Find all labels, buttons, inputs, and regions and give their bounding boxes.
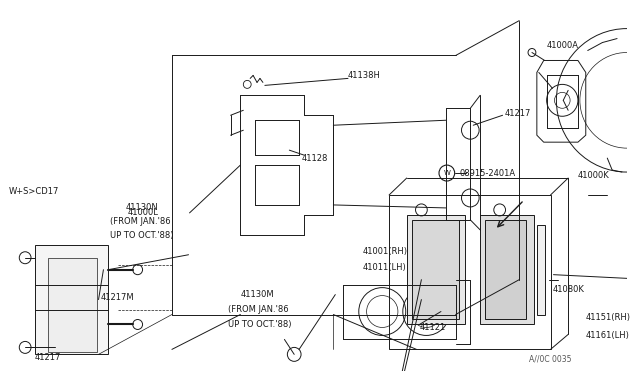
Text: 41217: 41217	[35, 353, 61, 362]
Text: (FROM JAN.'86: (FROM JAN.'86	[110, 217, 171, 227]
Text: 41000K: 41000K	[578, 170, 610, 180]
Text: 41161(LH): 41161(LH)	[586, 331, 630, 340]
Bar	[480, 215, 534, 324]
Text: 41011(LH): 41011(LH)	[363, 263, 406, 272]
Text: (FROM JAN.'86: (FROM JAN.'86	[228, 305, 288, 314]
Bar	[407, 215, 465, 324]
Text: W: W	[444, 170, 451, 176]
Text: UP TO OCT.'88): UP TO OCT.'88)	[110, 231, 174, 240]
Text: 41080K: 41080K	[553, 285, 585, 294]
Text: 41217: 41217	[504, 109, 531, 118]
Bar	[389, 195, 550, 349]
Text: 41001(RH): 41001(RH)	[363, 247, 408, 256]
Text: 41128: 41128	[302, 154, 328, 163]
Text: 41138H: 41138H	[348, 71, 381, 80]
Text: 41130M: 41130M	[241, 290, 274, 299]
Text: 08915-2401A: 08915-2401A	[460, 169, 516, 177]
Bar	[47, 258, 97, 352]
Text: 41121: 41121	[419, 323, 445, 332]
Text: 41000L: 41000L	[128, 208, 159, 217]
Text: W+S>CD17: W+S>CD17	[8, 187, 59, 196]
Bar	[537, 225, 545, 314]
Text: 41151(RH): 41151(RH)	[586, 313, 631, 322]
Text: A//0C 0035: A//0C 0035	[529, 355, 572, 364]
Text: 41000A: 41000A	[547, 41, 579, 50]
Bar	[412, 220, 459, 320]
Bar	[485, 220, 526, 320]
Bar	[35, 245, 108, 355]
Text: 41217M: 41217M	[100, 293, 134, 302]
Text: UP TO OCT.'88): UP TO OCT.'88)	[228, 320, 291, 329]
Text: 41130N: 41130N	[126, 203, 159, 212]
